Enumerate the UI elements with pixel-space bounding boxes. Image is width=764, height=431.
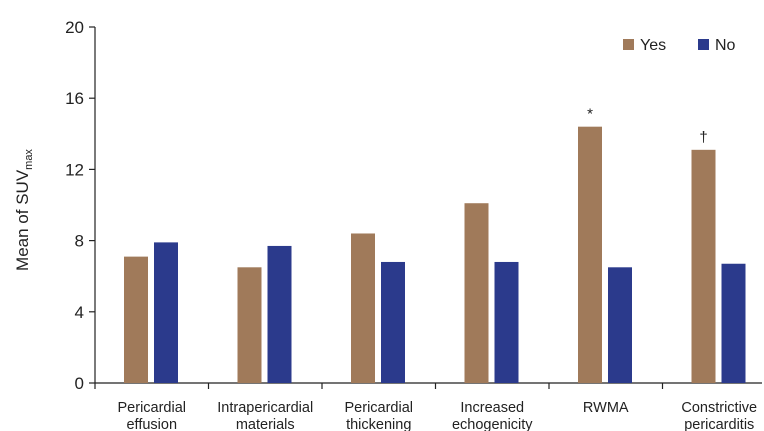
bar-yes-1 [238, 267, 262, 383]
x-category-label-line: effusion [126, 417, 177, 431]
significance-marker: * [587, 106, 593, 123]
y-tick-label: 4 [75, 303, 84, 322]
y-axis-label-main: Mean of SUV [13, 169, 32, 271]
legend: Yes No [623, 37, 736, 54]
y-tick-label: 8 [75, 232, 84, 251]
x-category-label-line: Pericardial [118, 400, 187, 416]
bar-yes-3 [465, 203, 489, 383]
legend-label-yes: Yes [640, 37, 666, 54]
bar-no-4 [608, 267, 632, 383]
x-category-label-line: pericarditis [684, 417, 754, 431]
x-category-label-line: echogenicity [452, 417, 533, 431]
y-axis-label: Mean of SUVmax [13, 149, 35, 271]
bars [124, 127, 746, 383]
x-category-label: RWMA [583, 400, 629, 416]
y-axis-label-subscript: max [23, 149, 35, 170]
y-tick-label: 0 [75, 374, 84, 393]
bar-yes-5 [692, 150, 716, 383]
bar-yes-0 [124, 257, 148, 383]
y-tick-label: 16 [65, 89, 84, 108]
legend-swatch-yes [623, 39, 634, 50]
x-category-label-line: Constrictive [681, 400, 757, 416]
x-category-label-line: Pericardial [345, 400, 414, 416]
x-category-label-line: thickening [346, 417, 411, 431]
annotations: *† [587, 106, 708, 146]
y-axis-ticks: 0 4 8 12 16 20 [65, 18, 95, 393]
x-category-label-line: materials [236, 417, 295, 431]
bar-yes-4 [578, 127, 602, 383]
bar-no-0 [154, 242, 178, 383]
x-category-label: Pericardial thickening [345, 400, 414, 431]
significance-marker: † [699, 129, 707, 146]
bar-no-5 [722, 264, 746, 383]
x-category-label: Pericardial effusion [118, 400, 187, 431]
bar-no-1 [268, 246, 292, 383]
legend-label-no: No [715, 37, 736, 54]
axes [95, 27, 762, 389]
x-category-label: Increased echogenicity [452, 400, 533, 431]
legend-swatch-no [698, 39, 709, 50]
x-category-label: Constrictive pericarditis [681, 400, 757, 431]
x-category-label: Intrapericardial materials [217, 400, 313, 431]
x-category-label-line: RWMA [583, 400, 629, 416]
bar-yes-2 [351, 233, 375, 383]
y-tick-label: 12 [65, 160, 84, 179]
x-category-label-line: Intrapericardial [217, 400, 313, 416]
y-tick-label: 20 [65, 18, 84, 37]
x-category-label-line: Increased [460, 400, 524, 416]
bar-no-2 [381, 262, 405, 383]
bar-no-3 [495, 262, 519, 383]
